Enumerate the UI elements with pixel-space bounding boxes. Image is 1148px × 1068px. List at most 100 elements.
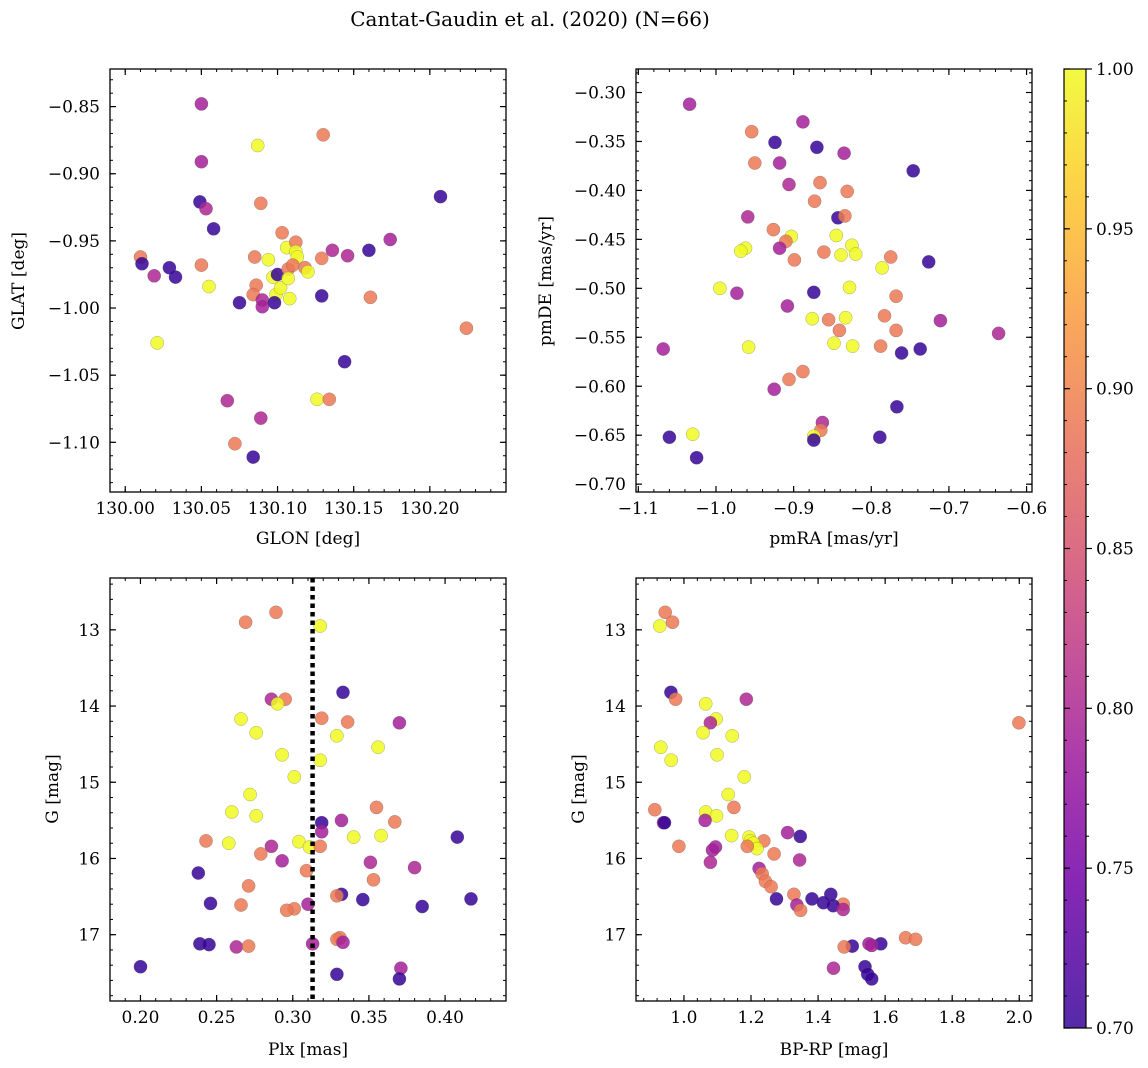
data-point (264, 839, 279, 854)
data-point (813, 175, 827, 190)
panel-bprp-g-plot: 1.0 1.2 1.4 1.6 1.8 2.0 13 14 15 16 17 (604, 577, 1033, 1028)
x-tick-label: 1.0 (670, 1008, 697, 1028)
x-tick-label: 0.35 (350, 1008, 388, 1028)
data-point (772, 156, 787, 170)
tick-marks (109, 69, 507, 492)
data-point (653, 619, 667, 633)
data-point (730, 286, 744, 301)
data-point (766, 222, 781, 237)
y-tick-label: −0.65 (574, 426, 626, 446)
data-point (224, 805, 239, 819)
data-point (782, 372, 796, 387)
data-point (710, 748, 724, 762)
scatter-points (133, 605, 478, 986)
data-point (845, 339, 860, 353)
data-point (821, 312, 836, 327)
data-point (310, 392, 324, 407)
y-tick-label: −1.05 (48, 366, 100, 386)
data-point (807, 285, 821, 300)
data-point (877, 308, 892, 323)
y-tick-label: 14 (604, 697, 626, 717)
data-point (325, 243, 340, 258)
data-point (864, 938, 879, 953)
data-point (840, 184, 855, 199)
data-point (826, 961, 841, 976)
data-point (330, 889, 344, 903)
data-point (206, 221, 221, 236)
data-point (739, 692, 754, 707)
data-point (282, 291, 297, 306)
data-point (363, 290, 378, 305)
data-point (322, 392, 337, 407)
data-point (238, 615, 253, 630)
data-point (796, 364, 810, 379)
data-point (648, 802, 662, 817)
data-point (199, 834, 213, 848)
panel-bprp-g: BP-RP [mag] G [mag] (569, 754, 888, 1060)
data-point (249, 725, 264, 740)
colorbar: 0.70 0.75 0.80 0.85 0.90 0.95 1.00 (1063, 60, 1134, 1039)
colorbar-tick-label: 0.85 (1096, 540, 1134, 560)
data-point (657, 815, 672, 830)
data-point (221, 836, 236, 851)
data-point (883, 250, 898, 264)
y-tick-label: −0.70 (574, 475, 626, 495)
x-tick-label: 1.6 (872, 1008, 899, 1028)
data-point (459, 321, 474, 336)
data-point (147, 268, 161, 283)
plot-layer: 130.00 130.05 130.10 130.15 130.20−0.85−0.90… (48, 68, 1047, 1028)
panel-pmra-pmde: pmRA [mas/yr] pmDE [mas/yr] (536, 216, 899, 549)
data-point (705, 843, 720, 857)
data-point (346, 830, 361, 844)
data-point (203, 896, 218, 911)
data-point (767, 847, 781, 861)
panel-glon-glat: GLON [deg] GLAT [deg] (9, 232, 360, 549)
x-tick-label: 130.00 (95, 499, 154, 519)
data-point (654, 740, 668, 755)
data-point (336, 685, 350, 700)
data-point (658, 605, 673, 620)
y-tick-label: 13 (78, 621, 100, 641)
data-point (334, 813, 349, 828)
data-point (191, 866, 206, 880)
data-point (748, 156, 762, 170)
scatter-points (133, 97, 474, 464)
data-point (261, 252, 276, 267)
x-tick-label: 0.25 (198, 1008, 236, 1028)
data-point (864, 972, 879, 986)
y-tick-label: 13 (604, 621, 626, 641)
data-point (793, 829, 808, 844)
x-tick-label: −0.7 (928, 499, 969, 519)
data-point (805, 311, 820, 326)
data-point (689, 450, 704, 465)
data-point (744, 124, 759, 139)
data-point (889, 289, 903, 304)
data-point (330, 729, 344, 743)
data-point (246, 450, 260, 464)
data-point (362, 243, 376, 258)
axes-frame (635, 577, 1033, 1002)
data-point (662, 430, 677, 445)
data-point (250, 138, 265, 153)
data-point (672, 839, 686, 854)
figure-title: Cantat-Gaudin et al. (2020) (N=66) (350, 7, 710, 31)
data-point (741, 210, 755, 224)
data-point (656, 342, 671, 356)
data-point (316, 127, 331, 142)
data-point (829, 228, 844, 243)
data-point (371, 740, 385, 755)
data-point (314, 825, 329, 839)
data-point (837, 146, 851, 160)
y-tick-label: −0.90 (48, 165, 100, 185)
colorbar-tick-label: 0.90 (1096, 380, 1134, 400)
panel-glon-glat-plot: 130.00 130.05 130.10 130.15 130.20 −0.85 −0.90… (48, 68, 507, 519)
data-point (369, 800, 384, 815)
data-point (805, 892, 819, 906)
data-point (838, 310, 853, 325)
data-point (703, 855, 718, 870)
data-point (330, 967, 344, 982)
data-point (194, 258, 209, 272)
data-point (314, 711, 329, 726)
data-point (933, 313, 948, 328)
data-point (314, 289, 329, 303)
